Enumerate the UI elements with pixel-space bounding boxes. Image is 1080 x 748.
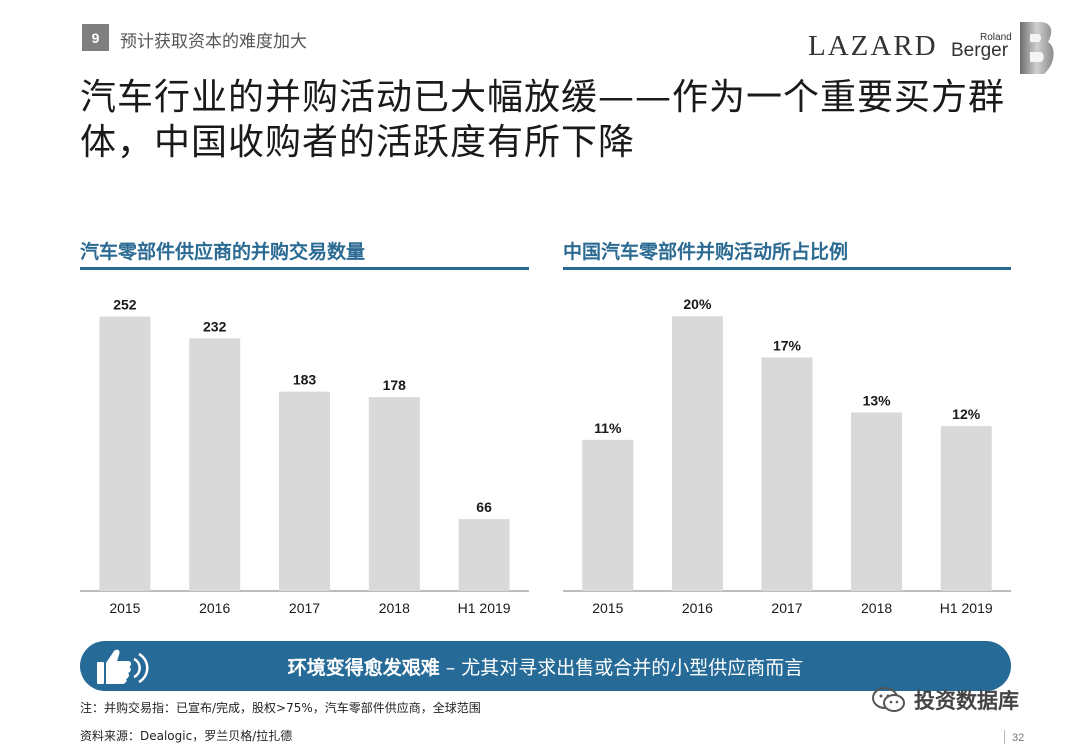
chart-left: 252 2015 232 2016 183 2017 178 2018 66 H1 2019 (80, 297, 529, 616)
chart-1-bar-2017 (761, 357, 813, 591)
chart-0-bar-2017 (279, 391, 330, 591)
section-title: 预计获取资本的难度加大 (120, 32, 307, 51)
watermark-text: 投资数据库 (914, 689, 1019, 713)
chart-1-tick-label: H1 2019 (940, 600, 993, 616)
chart-1-bar-H1-2019 (940, 426, 992, 591)
chart-1-data-label: 20% (683, 296, 712, 312)
chart-0-tick-label: 2018 (379, 600, 410, 616)
chart-left-title-rule (80, 267, 529, 270)
roland-berger-logo-small: Roland (980, 32, 1012, 43)
chart-1-bar-2016 (671, 316, 723, 591)
page-number-divider (1004, 730, 1005, 744)
chart-1-bar-2015 (582, 439, 634, 591)
chart-right-title-rule (563, 267, 1011, 270)
chart-1-tick-label: 2016 (682, 600, 713, 616)
roland-berger-logo-text: Berger (951, 40, 1009, 61)
key-message-banner: 环境变得愈发艰难 – 尤其对寻求出售或合并的小型供应商而言 (80, 641, 1011, 691)
chart-1-data-label: 17% (773, 337, 802, 353)
page-number: 32 (1012, 732, 1025, 744)
source-note: 资料来源：Dealogic，罗兰贝格/拉扎德 (80, 729, 293, 743)
chart-1-data-label: 13% (863, 392, 892, 408)
chart-1-tick-label: 2017 (771, 600, 802, 616)
chart-1-data-label: 12% (952, 406, 981, 422)
page-title-line2: 体，中国收购者的活跃度有所下降 (80, 122, 636, 163)
page-title: 汽车行业的并购活动已大幅放缓——作为一个重要买方群 体，中国收购者的活跃度有所下… (80, 75, 1020, 165)
thumbs-up-signal-icon (97, 649, 149, 684)
chart-0-data-label: 66 (476, 499, 492, 515)
lazard-logo: LAZARD (808, 30, 938, 62)
page-title-line1: 汽车行业的并购活动已大幅放缓——作为一个重要买方群 (80, 77, 1006, 118)
chart-1-tick-label: 2018 (861, 600, 892, 616)
chart-0-tick-label: 2015 (109, 600, 140, 616)
chart-0-bar-2018 (368, 397, 420, 591)
chart-0-data-label: 252 (113, 297, 137, 313)
banner-bold-text: 环境变得愈发艰难 (287, 656, 440, 679)
chart-1-tick-label: 2015 (592, 600, 623, 616)
chart-0-tick-label: H1 2019 (458, 600, 511, 616)
chart-0-tick-label: 2017 (289, 600, 320, 616)
chart-0-data-label: 178 (383, 377, 407, 393)
chart-1-data-label: 11% (594, 420, 622, 436)
chart-0-bar-2016 (189, 338, 241, 591)
footnote: 注：并购交易指：已宣布/完成，股权>75%，汽车零部件供应商，全球范围 (80, 701, 481, 715)
chart-0-tick-label: 2016 (199, 600, 230, 616)
chart-1-bar-2018 (851, 412, 903, 591)
chart-0-bar-H1-2019 (458, 519, 510, 591)
chart-right-title: 中国汽车零部件并购活动所占比例 (563, 241, 849, 263)
chart-0-data-label: 183 (293, 372, 317, 388)
section-number-badge: 9 (82, 24, 109, 51)
watermark: 投资数据库 (872, 685, 1019, 715)
chart-0-bar-2015 (99, 316, 151, 591)
banner-text: – 尤其对寻求出售或合并的小型供应商而言 (445, 656, 804, 679)
roland-berger-b-logo-icon (1020, 22, 1054, 74)
wechat-icon (872, 687, 905, 712)
chart-left-title: 汽车零部件供应商的并购交易数量 (80, 241, 366, 263)
chart-0-data-label: 232 (203, 318, 227, 334)
chart-right: 11% 2015 20% 2016 17% 2017 13% 2018 12% H1 2019 (563, 296, 1011, 616)
